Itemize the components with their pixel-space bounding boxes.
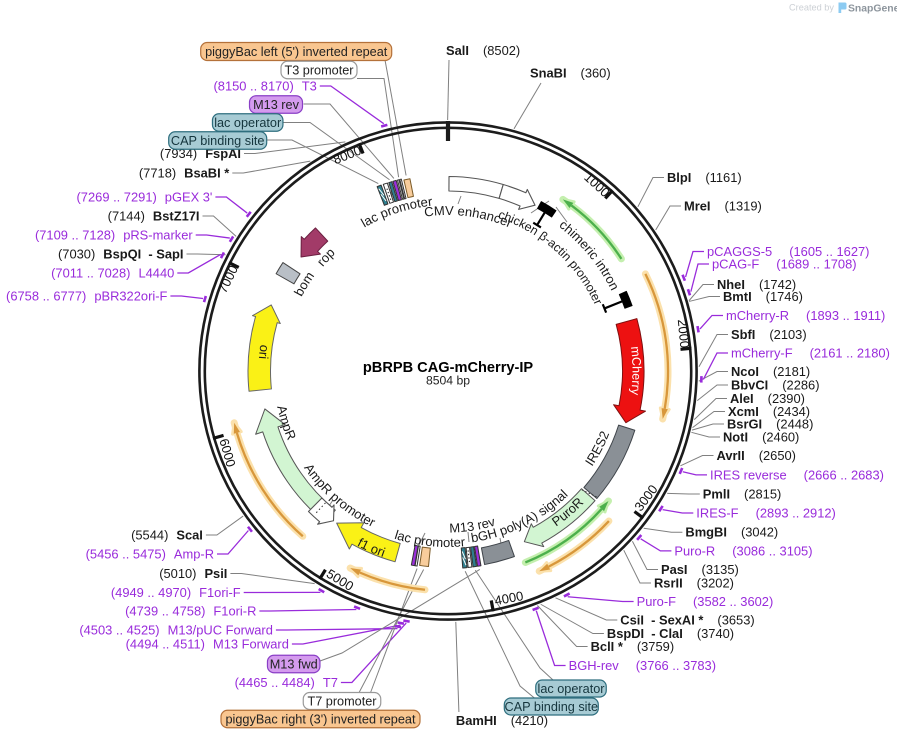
svg-text:(6758 .. 6777)pBR322ori-F: (6758 .. 6777) pBR322ori-F <box>6 289 167 304</box>
svg-text:CsiI - SexAI *(3653): CsiI - SexAI * (3653) <box>620 613 754 628</box>
svg-text:(7109 .. 7128)pRS-marker: (7109 .. 7128) pRS-marker <box>35 228 193 243</box>
svg-text:BmtI(1746): BmtI (1746) <box>723 289 803 304</box>
svg-text:(7144)BstZ17I: (7144) BstZ17I <box>108 209 200 224</box>
svg-text:(7269 .. 7291)pGEX 3': (7269 .. 7291) pGEX 3' <box>77 190 213 205</box>
svg-text:NcoI(2181): NcoI (2181) <box>731 364 810 379</box>
svg-text:mCherry-R(1893 .. 1911): mCherry-R (1893 .. 1911) <box>726 308 885 323</box>
svg-text:SalI(8502): SalI (8502) <box>446 43 520 58</box>
svg-text:BbvCI(2286): BbvCI (2286) <box>731 378 820 393</box>
svg-text:PasI(3135): PasI (3135) <box>661 562 739 577</box>
svg-text:pBRPB CAG-mCherry-IP: pBRPB CAG-mCherry-IP <box>363 360 534 376</box>
svg-text:BlpI(1161): BlpI (1161) <box>667 170 742 185</box>
svg-text:M13 fwd: M13 fwd <box>270 658 318 672</box>
svg-text:(5010)PsiI: (5010) PsiI <box>159 566 227 581</box>
svg-text:(7030)BspQI - SapI: (7030) BspQI - SapI <box>58 247 184 262</box>
svg-text:BspDI - ClaI(3740): BspDI - ClaI (3740) <box>607 626 734 641</box>
svg-text:M13 rev: M13 rev <box>253 98 299 112</box>
svg-text:PmlI(2815): PmlI (2815) <box>703 487 782 502</box>
svg-text:MreI(1319): MreI (1319) <box>684 199 762 214</box>
svg-text:(5544)ScaI: (5544) ScaI <box>131 528 203 543</box>
svg-text:NheI(1742): NheI (1742) <box>717 277 796 292</box>
svg-text:lac operator: lac operator <box>538 682 606 696</box>
svg-text:SnaBI(360): SnaBI (360) <box>530 66 611 81</box>
svg-text:AleI(2390): AleI (2390) <box>730 391 805 406</box>
svg-text:pCAG-F(1689 .. 1708): pCAG-F (1689 .. 1708) <box>712 257 857 272</box>
svg-text:NotI(2460): NotI (2460) <box>723 430 799 445</box>
svg-text:(4949 .. 4970)F1ori-F: (4949 .. 4970) F1ori-F <box>111 585 241 600</box>
svg-text:BGH-rev(3766 .. 3783): BGH-rev (3766 .. 3783) <box>569 658 716 673</box>
svg-text:8504 bp: 8504 bp <box>426 374 470 388</box>
svg-text:IRES-F(2893 .. 2912): IRES-F (2893 .. 2912) <box>696 506 836 521</box>
svg-text:ori: ori <box>256 344 272 360</box>
svg-text:Puro-R(3086 .. 3105): Puro-R (3086 .. 3105) <box>674 543 812 558</box>
svg-text:4000: 4000 <box>493 588 524 608</box>
svg-text:piggyBac right (3') inverted r: piggyBac right (3') inverted repeat <box>225 713 415 727</box>
svg-text:T3 promoter: T3 promoter <box>284 64 354 78</box>
svg-text:CAP binding site: CAP binding site <box>505 700 599 714</box>
svg-text:BmgBI(3042): BmgBI (3042) <box>685 525 778 540</box>
svg-text:AvrII(2650): AvrII (2650) <box>717 448 796 463</box>
svg-text:BsrGI(2448): BsrGI (2448) <box>727 417 813 432</box>
svg-text:Created by: Created by <box>789 3 834 13</box>
svg-text:BamHI(4210): BamHI (4210) <box>456 713 548 728</box>
svg-text:(5456 .. 5475)Amp-R: (5456 .. 5475) Amp-R <box>86 547 214 562</box>
svg-text:T7 promoter: T7 promoter <box>307 695 377 709</box>
svg-text:Puro-F(3582 .. 3602): Puro-F (3582 .. 3602) <box>637 594 774 609</box>
svg-text:SbfI(2103): SbfI (2103) <box>731 327 807 342</box>
svg-text:RsrII(3202): RsrII (3202) <box>654 576 734 591</box>
svg-text:CAP binding site: CAP binding site <box>171 134 265 148</box>
svg-text:(8150 .. 8170)T3: (8150 .. 8170) T3 <box>213 79 316 94</box>
svg-text:mCherry: mCherry <box>628 346 644 397</box>
svg-text:XcmI(2434): XcmI (2434) <box>728 404 810 419</box>
svg-text:(4503 .. 4525)M13/pUC Forward: (4503 .. 4525) M13/pUC Forward <box>79 623 273 638</box>
svg-text:2000: 2000 <box>675 319 693 349</box>
svg-text:lac operator: lac operator <box>214 116 282 130</box>
svg-text:piggyBac left (5') inverted re: piggyBac left (5') inverted repeat <box>205 45 388 59</box>
svg-text:mCherry-F(2161 .. 2180): mCherry-F (2161 .. 2180) <box>731 346 890 361</box>
svg-text:pCAGGS-5(1605 .. 1627): pCAGGS-5 (1605 .. 1627) <box>707 244 869 259</box>
svg-text:SnapGene: SnapGene <box>848 4 897 15</box>
svg-text:BclI *(3759): BclI * (3759) <box>591 639 675 654</box>
svg-text:(7011 .. 7028)L4440: (7011 .. 7028) L4440 <box>51 266 174 281</box>
svg-text:(4465 .. 4484)T7: (4465 .. 4484) T7 <box>235 675 338 690</box>
svg-text:(7718)BsaBI *: (7718) BsaBI * <box>139 166 229 181</box>
svg-text:(4739 .. 4758)F1ori-R: (4739 .. 4758) F1ori-R <box>125 604 256 619</box>
